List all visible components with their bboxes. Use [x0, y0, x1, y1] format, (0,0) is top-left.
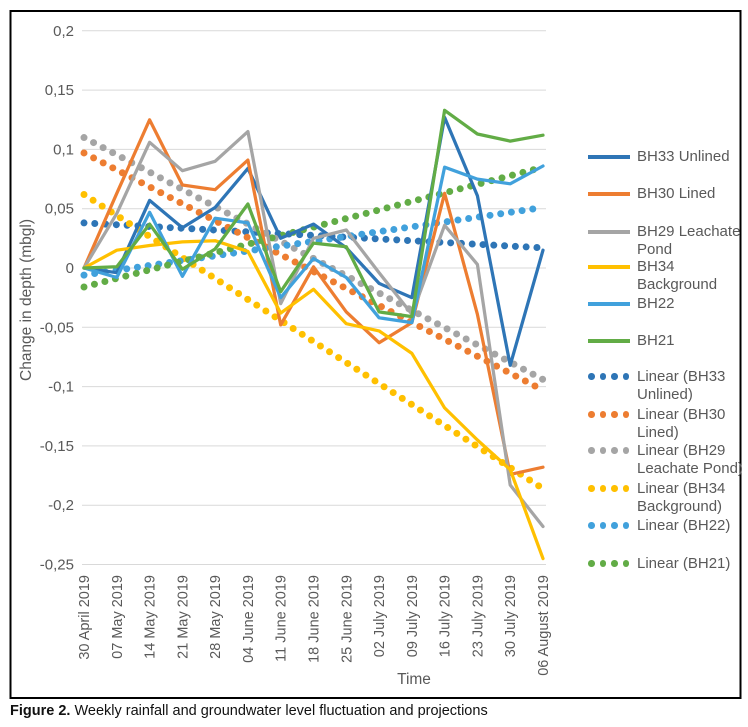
figure-caption-label: Figure 2.	[10, 703, 71, 719]
legend-label: Linear (BH29 Leachate Pond)	[637, 442, 743, 477]
chart-frame	[9, 10, 742, 699]
y-axis-title: Change in depth (mbgl)	[18, 219, 35, 381]
x-axis-title: Time	[397, 671, 431, 688]
legend-label: BH22	[637, 295, 675, 312]
legend-dotted-line-swatch	[588, 480, 630, 497]
x-tick-label: 04 June 2019	[241, 575, 257, 663]
legend-item-bh22: BH22	[588, 295, 675, 313]
legend-label: BH33 Unlined	[637, 148, 730, 165]
legend-item-bh29-leachate-pond: BH29 Leachate Pond	[588, 223, 743, 259]
legend-dotted-line-swatch	[588, 555, 630, 572]
y-tick-label: -0,05	[40, 319, 74, 336]
x-tick-label: 30 July 2019	[503, 575, 519, 657]
legend-label: Linear (BH33 Unlined)	[637, 368, 726, 403]
y-tick-label: 0,1	[53, 141, 74, 158]
series-line-bh34-background	[82, 239, 545, 561]
legend-item-linear-bh34-background-: Linear (BH34 Background)	[588, 480, 743, 516]
x-tick-label: 21 May 2019	[175, 575, 191, 659]
x-tick-label: 28 May 2019	[208, 575, 224, 659]
legend-label: BH30 Lined	[637, 185, 716, 202]
y-tick-label: -0,1	[48, 379, 74, 396]
series-line-bh21	[82, 108, 545, 319]
legend-item-linear-bh21-: Linear (BH21)	[588, 555, 730, 573]
figure-caption-text: Weekly rainfall and groundwater level fl…	[70, 703, 488, 719]
legend-dotted-line-swatch	[588, 368, 630, 385]
trendline-linear-bh33-unlined-	[80, 219, 547, 252]
legend-label: Linear (BH30 Lined)	[637, 406, 726, 441]
series-line-bh33-unlined	[82, 115, 545, 367]
legend-label: BH34 Background	[637, 258, 718, 293]
x-tick-label: 06 August 2019	[536, 575, 552, 676]
y-tick-label: 0	[66, 260, 74, 277]
y-tick-label: -0,25	[40, 557, 74, 574]
legend-line-swatch	[588, 148, 630, 165]
legend-item-bh34-background: BH34 Background	[588, 258, 743, 294]
legend-dotted-line-swatch	[588, 406, 630, 423]
legend-item-linear-bh29-leachate-pond-: Linear (BH29 Leachate Pond)	[588, 442, 743, 478]
y-tick-label: 0,15	[45, 82, 74, 99]
trendline-linear-bh30-lined-	[80, 149, 547, 394]
legend-label: BH21	[637, 332, 675, 349]
legend-label: BH29 Leachate Pond	[637, 223, 741, 258]
y-tick-label: 0,2	[53, 23, 74, 40]
legend-line-swatch	[588, 332, 630, 349]
legend-item-bh21: BH21	[588, 332, 675, 350]
x-tick-label: 23 July 2019	[470, 575, 486, 657]
series-line-bh22	[82, 164, 545, 325]
trendline-linear-bh21-	[80, 163, 547, 291]
legend-label: Linear (BH22)	[637, 517, 731, 534]
legend-item-linear-bh30-lined-: Linear (BH30 Lined)	[588, 406, 743, 442]
legend-item-bh30-lined: BH30 Lined	[588, 185, 715, 203]
legend-item-linear-bh33-unlined-: Linear (BH33 Unlined)	[588, 368, 743, 404]
x-tick-label: 18 June 2019	[307, 575, 323, 663]
series-line-bh30-lined	[82, 118, 545, 477]
legend-line-swatch	[588, 258, 630, 275]
legend-item-bh33-unlined: BH33 Unlined	[588, 148, 730, 166]
trendline-linear-bh22-	[80, 204, 547, 279]
y-tick-label: -0,2	[48, 497, 74, 514]
legend-dotted-line-swatch	[588, 517, 630, 534]
legend-item-linear-bh22-: Linear (BH22)	[588, 517, 730, 535]
x-tick-label: 07 May 2019	[110, 575, 126, 659]
legend-label: Linear (BH21)	[637, 555, 731, 572]
trendline-linear-bh34-background-	[80, 190, 547, 493]
x-tick-label: 30 April 2019	[77, 575, 93, 660]
x-tick-label: 14 May 2019	[143, 575, 159, 659]
x-tick-label: 25 June 2019	[339, 575, 355, 663]
x-tick-label: 09 July 2019	[405, 575, 421, 657]
legend-label: Linear (BH34 Background)	[637, 480, 726, 515]
legend-dotted-line-swatch	[588, 442, 630, 459]
legend-line-swatch	[588, 185, 630, 202]
series-line-bh29-leachate-pond	[82, 129, 545, 529]
y-tick-label: 0,05	[45, 201, 74, 218]
x-tick-label: 11 June 2019	[274, 575, 290, 662]
x-tick-label: 16 July 2019	[438, 575, 454, 657]
figure-caption: Figure 2. Weekly rainfall and groundwate…	[10, 703, 488, 719]
legend-line-swatch	[588, 223, 630, 240]
x-tick-label: 02 July 2019	[372, 575, 388, 657]
legend-line-swatch	[588, 295, 630, 312]
y-tick-label: -0,15	[40, 438, 74, 455]
